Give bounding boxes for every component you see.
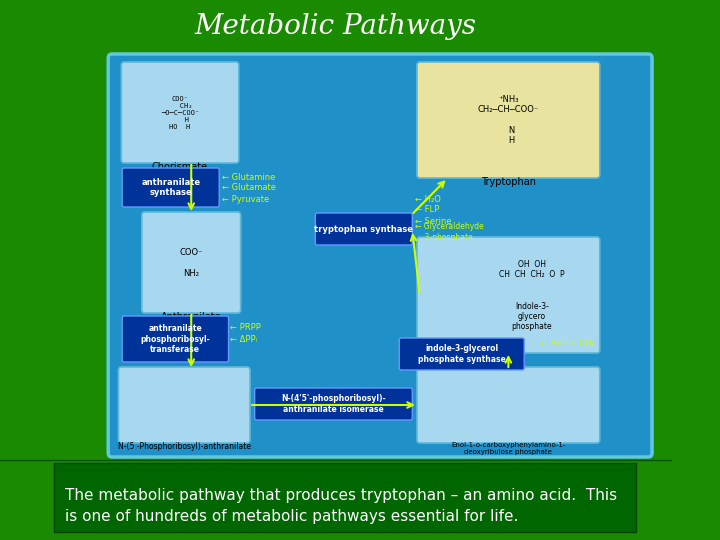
Text: tryptophan synthase: tryptophan synthase [315,225,413,233]
Text: ← Glutamate: ← Glutamate [222,184,276,192]
FancyBboxPatch shape [122,316,228,362]
FancyBboxPatch shape [417,367,600,443]
Text: BIOCARTA: BIOCARTA [266,288,405,312]
FancyBboxPatch shape [255,388,413,420]
FancyBboxPatch shape [400,338,524,370]
Text: ← PRPP: ← PRPP [230,322,261,332]
Text: N-(5 -Phosphoribosyl)-anthranilate: N-(5 -Phosphoribosyl)-anthranilate [118,442,251,451]
FancyBboxPatch shape [0,0,672,52]
Text: Anthranilate: Anthranilate [161,312,222,322]
Text: ← H₂O + CO₂: ← H₂O + CO₂ [541,339,595,348]
Text: anthranilate
phosphoribosyl-
transferase: anthranilate phosphoribosyl- transferase [140,324,210,354]
Text: COO⁻

NH₂: COO⁻ NH₂ [179,248,203,278]
FancyBboxPatch shape [119,367,250,443]
FancyBboxPatch shape [54,463,636,532]
FancyBboxPatch shape [650,58,672,453]
Text: ← FLP: ← FLP [415,206,439,214]
Text: ← ΔPPᵢ: ← ΔPPᵢ [230,335,258,345]
Text: anthranilate
synthase: anthranilate synthase [141,178,200,197]
FancyBboxPatch shape [122,168,219,207]
FancyBboxPatch shape [121,62,239,163]
Text: indole-3-glycerol
phosphate synthase: indole-3-glycerol phosphate synthase [418,345,505,364]
FancyBboxPatch shape [0,58,110,453]
Text: ← Serine: ← Serine [415,217,451,226]
FancyBboxPatch shape [315,213,413,245]
Text: The metabolic pathway that produces tryptophan – an amino acid.  This
is one of : The metabolic pathway that produces tryp… [66,488,618,524]
FancyBboxPatch shape [108,54,652,457]
Text: ← Glutamine: ← Glutamine [222,172,275,181]
FancyBboxPatch shape [0,460,672,540]
Text: COO⁻
   CH₂
─O─C─COO⁻
   H
HO  H: COO⁻ CH₂ ─O─C─COO⁻ H HO H [161,96,199,130]
Text: Chorismate: Chorismate [152,162,208,172]
Text: ← Glyceraldehyde
    3-phosphate: ← Glyceraldehyde 3-phosphate [415,222,484,242]
Text: ⁺NH₃
CH₂─CH─COO⁻

   N
   H: ⁺NH₃ CH₂─CH─COO⁻ N H [478,94,539,145]
Text: OH  OH
CH  CH  CH₂  O  P


Indole-3-
glycero
phosphate: OH OH CH CH CH₂ O P Indole-3- glycero ph… [499,260,564,332]
Text: ← Pyruvate: ← Pyruvate [222,194,269,204]
Text: Metabolic Pathways: Metabolic Pathways [195,12,477,39]
Text: Enol-1-o-carboxyphenylamino-1-
deoxyribulose phosphate: Enol-1-o-carboxyphenylamino-1- deoxyribu… [451,442,566,455]
Text: N-(4'5'-phosphoribosyl)-
anthranilate isomerase: N-(4'5'-phosphoribosyl)- anthranilate is… [282,394,386,414]
FancyBboxPatch shape [417,237,600,353]
FancyBboxPatch shape [417,62,600,178]
FancyBboxPatch shape [142,212,240,313]
Text: ← H₂O: ← H₂O [415,195,441,205]
Text: Tryptophan: Tryptophan [481,177,536,187]
